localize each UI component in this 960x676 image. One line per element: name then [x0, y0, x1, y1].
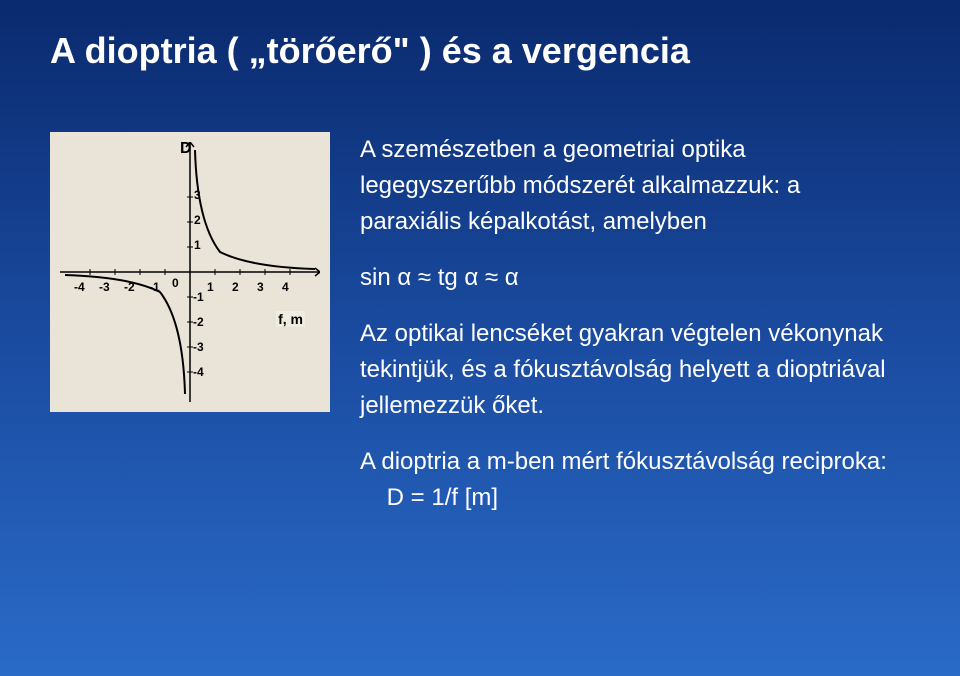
paragraph-3: A dioptria a m-ben mért fókusztávolság r… [360, 444, 900, 516]
p3-text: A dioptria a m-ben mért fókusztávolság r… [360, 448, 887, 475]
ytick: -3 [193, 340, 204, 354]
xtick: 4 [282, 280, 289, 294]
xtick: -2 [124, 280, 135, 294]
ytick: -4 [193, 365, 204, 379]
xtick: 0 [172, 276, 179, 290]
xtick: 2 [232, 280, 239, 294]
ytick: 2 [194, 213, 201, 227]
y-axis-label: D [180, 140, 192, 158]
xtick: -4 [74, 280, 85, 294]
xtick: 1 [207, 280, 214, 294]
paragraph-2: Az optikai lencséket gyakran végtelen vé… [360, 316, 900, 424]
ytick: -2 [193, 315, 204, 329]
xtick: 3 [257, 280, 264, 294]
xtick: -1 [149, 280, 160, 294]
xtick: -3 [99, 280, 110, 294]
graph-diopter: D [50, 132, 330, 412]
paragraph-1: A szemészetben a geometriai optika legeg… [360, 132, 900, 240]
formula-d: D = 1/f [m] [387, 484, 498, 511]
ytick: 1 [194, 238, 201, 252]
slide-title: A dioptria ( „törőerő" ) és a vergencia [50, 30, 910, 72]
content-row: D [50, 132, 910, 536]
x-axis-label: f, m [276, 311, 305, 327]
formula-sin: sin α ≈ tg α ≈ α [360, 260, 900, 296]
ytick: 3 [194, 188, 201, 202]
graph-svg [60, 142, 320, 402]
body-text: A szemészetben a geometriai optika legeg… [360, 132, 900, 536]
ytick: -1 [193, 290, 204, 304]
